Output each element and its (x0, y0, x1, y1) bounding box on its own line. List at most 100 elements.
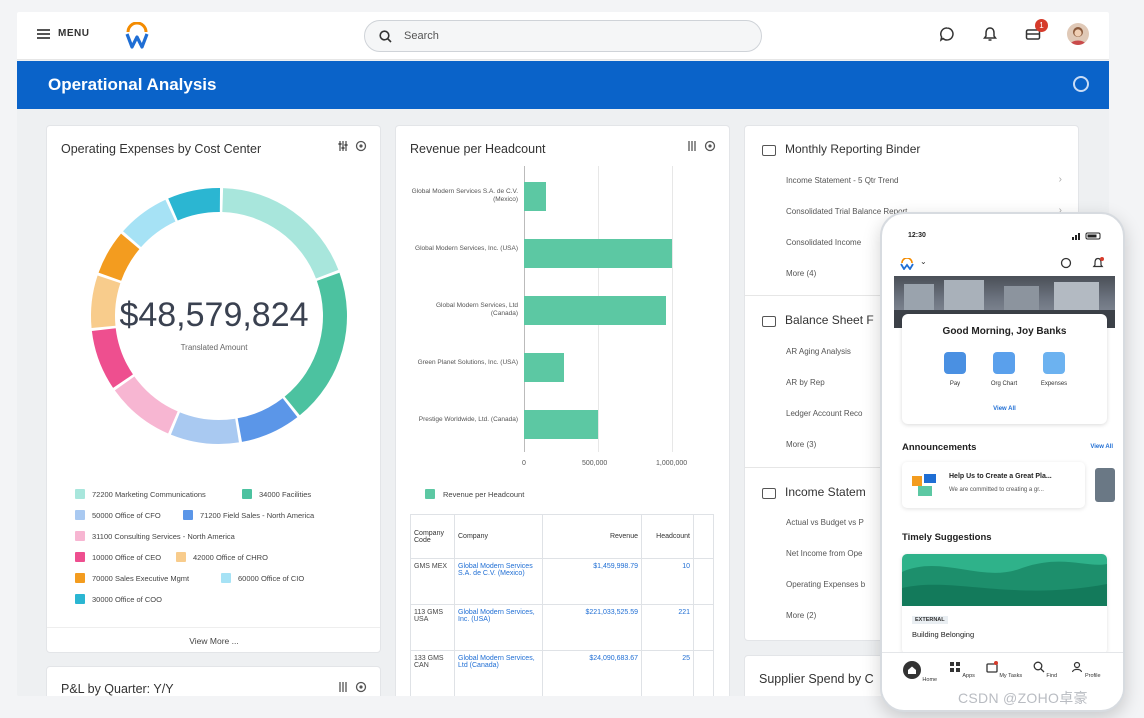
bar[interactable] (524, 182, 546, 211)
binder-section-title[interactable]: Monthly Reporting Binder (785, 142, 921, 156)
workday-logo[interactable] (900, 258, 914, 270)
company-link[interactable]: Global Modern Services, Ltd (Canada) (454, 650, 543, 696)
donut-segment[interactable] (114, 376, 178, 434)
binder-item[interactable]: Actual vs Budget vs P (786, 518, 864, 527)
settings-icon[interactable] (355, 681, 367, 693)
binder-more[interactable]: More (4) (786, 269, 817, 278)
app-org-chart[interactable]: Org Chart (979, 352, 1029, 387)
legend-swatch (242, 489, 252, 499)
binder-item[interactable]: Consolidated Income (786, 238, 862, 247)
settings-icon[interactable] (704, 140, 716, 152)
legend-swatch (221, 573, 231, 583)
signal-icon (1072, 232, 1101, 240)
inbox-icon[interactable] (1025, 26, 1041, 42)
suggestion-card[interactable]: EXTERNAL Building Belonging (902, 554, 1107, 654)
donut-segment[interactable] (170, 412, 239, 444)
menu-button[interactable]: MENU (37, 28, 89, 39)
revenue-cell[interactable]: $24,090,683.67 (542, 650, 642, 696)
donut-segment[interactable] (222, 188, 339, 279)
bar[interactable] (524, 296, 667, 325)
announcement-card-next[interactable] (1095, 468, 1115, 502)
suggestion-image (902, 554, 1107, 606)
pay-icon (944, 352, 966, 374)
expenses-icon (1043, 352, 1065, 374)
tab-my-tasks[interactable]: My Tasks (984, 661, 1024, 679)
donut-segment[interactable] (90, 275, 121, 328)
tab-find[interactable]: Find (1025, 661, 1065, 679)
donut-chart (90, 188, 347, 444)
gear-icon[interactable] (1073, 76, 1089, 92)
binder-more[interactable]: More (2) (786, 611, 817, 620)
company-link[interactable]: Global Modern Services S.A. de C.V. (Mex… (454, 558, 543, 605)
announcements-view-all[interactable]: View All (1090, 444, 1113, 450)
filter-icon[interactable] (337, 681, 349, 693)
chat-icon[interactable] (1060, 257, 1072, 269)
filter-icon[interactable] (337, 140, 349, 152)
column-header[interactable]: Company (454, 514, 543, 559)
apps-icon (950, 662, 961, 672)
search-input[interactable]: Search (364, 20, 762, 52)
pl-card: P&L by Quarter: Y/Y (46, 666, 381, 696)
view-all-link[interactable]: View All (993, 406, 1016, 412)
donut-segment[interactable] (237, 398, 298, 442)
settings-icon[interactable] (355, 140, 367, 152)
workday-logo[interactable] (125, 22, 149, 50)
bell-icon[interactable] (983, 26, 997, 42)
column-header[interactable]: Company Code (410, 514, 455, 559)
legend-item: 71200 Field Sales - North America (183, 510, 314, 520)
search-icon (379, 29, 392, 43)
donut-segment[interactable] (284, 272, 347, 416)
tab-label: Find (1046, 673, 1058, 679)
view-more-link[interactable]: View More ... (47, 627, 380, 646)
donut-segment[interactable] (98, 233, 140, 281)
page-banner: Operational Analysis (17, 61, 1109, 109)
revenue-cell[interactable]: $1,459,998.79 (542, 558, 642, 605)
donut-segment[interactable] (168, 188, 221, 221)
legend-item: 60000 Office of CIO (221, 573, 304, 583)
binder-item[interactable]: AR by Rep (786, 378, 825, 387)
binder-item[interactable]: Consolidated Trial Balance Report (786, 207, 908, 216)
page-title: Operational Analysis (48, 75, 217, 94)
binder-item[interactable]: AR Aging Analysis (786, 347, 851, 356)
company-link[interactable]: Global Modern Services, Inc. (USA) (454, 604, 543, 651)
filter-icon[interactable] (686, 140, 698, 152)
bar[interactable] (524, 410, 598, 439)
bell-icon[interactable] (1092, 257, 1104, 269)
bar-category-label: Green Planet Solutions, Inc. (USA) (417, 359, 518, 366)
card-title: Operating Expenses by Cost Center (61, 142, 262, 156)
column-header[interactable]: Headcount (641, 514, 694, 559)
binder-section-title[interactable]: Income Statem (785, 485, 866, 499)
opex-card: Operating Expenses by Cost Center $48,57… (46, 125, 381, 653)
app-expenses[interactable]: Expenses (1029, 352, 1079, 387)
card-title: Revenue per Headcount (410, 142, 546, 156)
headcount-cell[interactable]: 25 (641, 650, 694, 696)
tab-profile[interactable]: Profile (1066, 661, 1106, 679)
binder-item[interactable]: Operating Expenses b (786, 580, 866, 589)
donut-segment[interactable] (123, 199, 176, 248)
column-header[interactable]: Revenue (542, 514, 642, 559)
binder-item[interactable]: Net Income from Ope (786, 549, 863, 558)
announcement-card[interactable]: Help Us to Create a Great Pla... We are … (902, 462, 1085, 508)
legend-label: 42000 Office of CHRO (193, 552, 268, 562)
legend-label: 71200 Field Sales - North America (200, 510, 315, 520)
avatar[interactable] (1067, 23, 1089, 45)
donut-segment[interactable] (91, 328, 133, 388)
headcount-cell[interactable]: 10 (641, 558, 694, 605)
binder-item[interactable]: Income Statement - 5 Qtr Trend (786, 176, 899, 185)
headcount-cell[interactable]: 221 (641, 604, 694, 651)
tab-label: My Tasks (999, 673, 1023, 679)
binder-item[interactable]: Ledger Account Reco (786, 409, 863, 418)
chevron-down-icon[interactable]: ⌄ (920, 257, 927, 266)
tab-apps[interactable]: Apps (942, 661, 982, 679)
bar[interactable] (524, 239, 672, 268)
card-tools (337, 140, 367, 152)
legend-label: Revenue per Headcount (443, 489, 525, 499)
tab-home[interactable]: Home (900, 661, 940, 683)
binder-section-title[interactable]: Balance Sheet F (785, 313, 874, 327)
bar[interactable] (524, 353, 564, 382)
card-title: P&L by Quarter: Y/Y (61, 682, 174, 696)
binder-more[interactable]: More (3) (786, 440, 817, 449)
app-pay[interactable]: Pay (930, 352, 980, 387)
chat-icon[interactable] (939, 26, 955, 42)
revenue-cell[interactable]: $221,033,525.59 (542, 604, 642, 651)
